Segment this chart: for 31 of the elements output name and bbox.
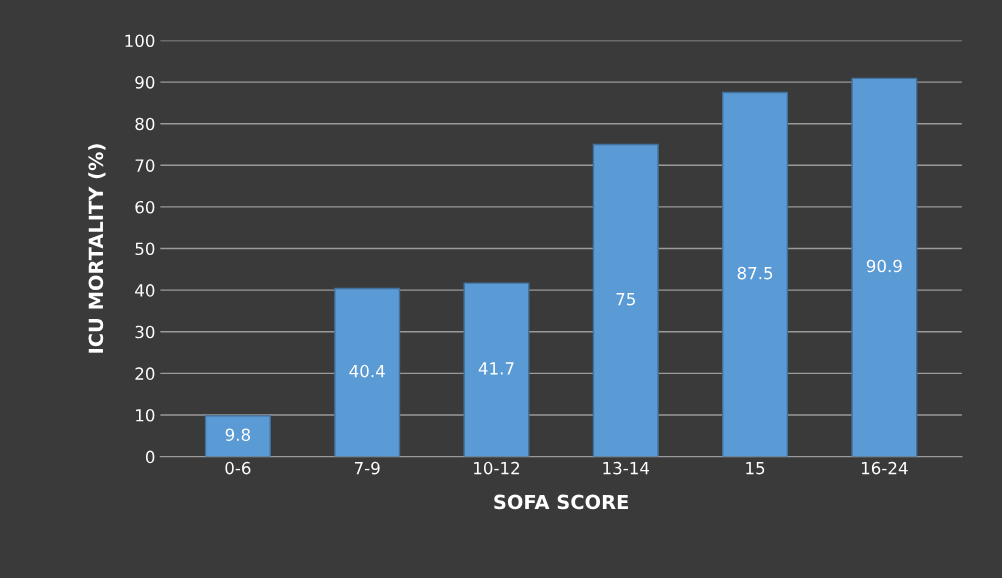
- x-tick-label: 13-14: [603, 461, 650, 475]
- bar: [463, 282, 530, 457]
- y-tick-label: 70: [135, 159, 155, 172]
- data-label: 90.9: [866, 259, 902, 273]
- bar: [722, 91, 789, 457]
- y-tick-label: 100: [125, 34, 155, 48]
- y-tick-label: 80: [135, 117, 155, 131]
- x-tick-label: 7-9: [354, 461, 380, 475]
- y-tick-label: 20: [135, 367, 155, 380]
- x-tick-label: 10-12: [474, 461, 520, 475]
- y-tick-label: 90: [135, 76, 155, 89]
- data-label: 41.7: [478, 362, 514, 375]
- y-tick-label: 30: [135, 325, 155, 339]
- y-tick-label: 50: [135, 242, 155, 256]
- y-tick-label: 60: [135, 200, 155, 214]
- y-tick-label: 10: [136, 408, 155, 422]
- y-tick-label: 40: [135, 284, 155, 297]
- y-tick-label: 0: [145, 450, 155, 464]
- data-label: 87.5: [737, 266, 773, 280]
- data-label: 9.8: [225, 428, 251, 442]
- x-tick-label: 16-24: [861, 461, 908, 475]
- bar: [851, 77, 918, 457]
- x-tick-label: 0-6: [225, 461, 251, 475]
- x-tick-label: 15: [746, 461, 765, 475]
- data-label: 75: [616, 293, 635, 306]
- y-axis-title: ICU MORTALITY (%): [88, 144, 106, 353]
- data-label: 40.4: [349, 364, 385, 378]
- bar: [334, 287, 401, 457]
- x-axis-title: SOFA SCORE: [494, 494, 628, 510]
- bar: [592, 143, 659, 457]
- bar: [204, 415, 271, 457]
